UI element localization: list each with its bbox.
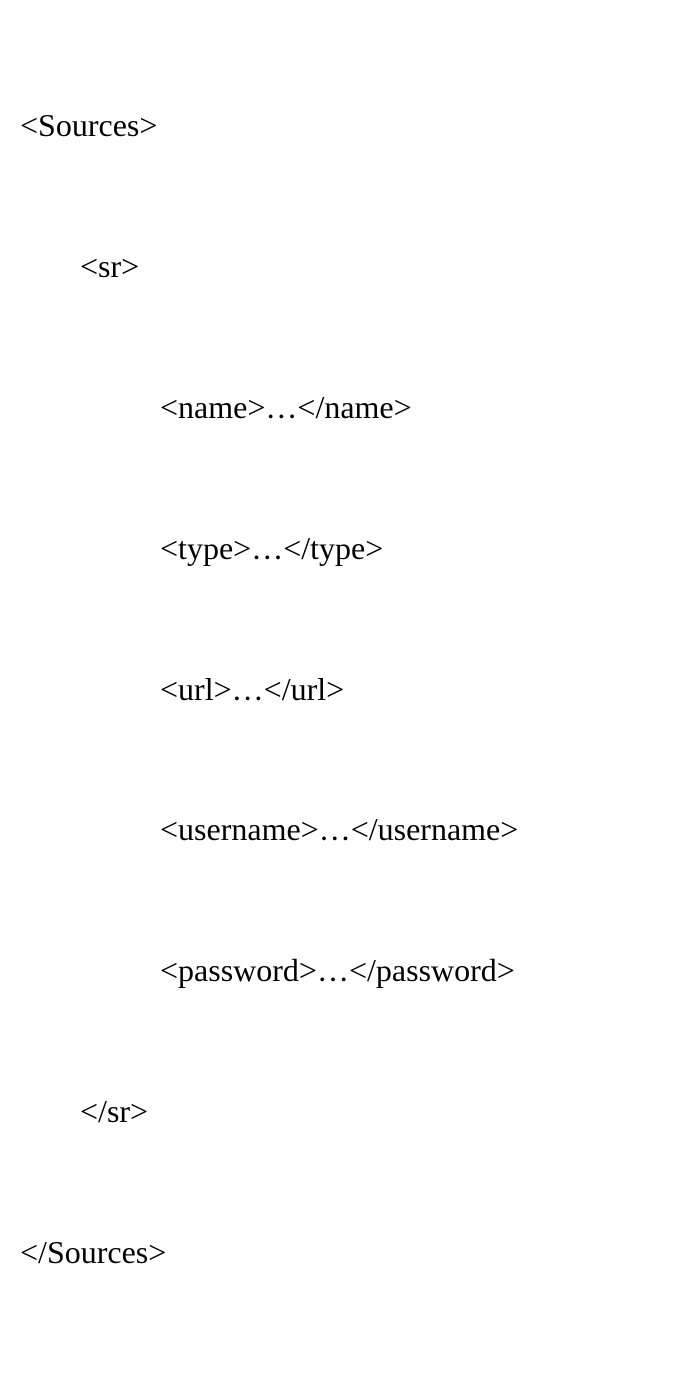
sr-open-tag: <sr> [20, 231, 671, 301]
xml-code-block: <Sources> <sr> <name>…</name> <type>…</t… [20, 20, 671, 1357]
password-element: <password>…</password> [20, 935, 671, 1005]
username-element: <username>…</username> [20, 794, 671, 864]
type-element: <type>…</type> [20, 513, 671, 583]
url-element: <url>…</url> [20, 654, 671, 724]
root-open-tag: <Sources> [20, 90, 671, 160]
sr-close-tag: </sr> [20, 1076, 671, 1146]
name-element: <name>…</name> [20, 372, 671, 442]
root-close-tag: </Sources> [20, 1217, 671, 1287]
